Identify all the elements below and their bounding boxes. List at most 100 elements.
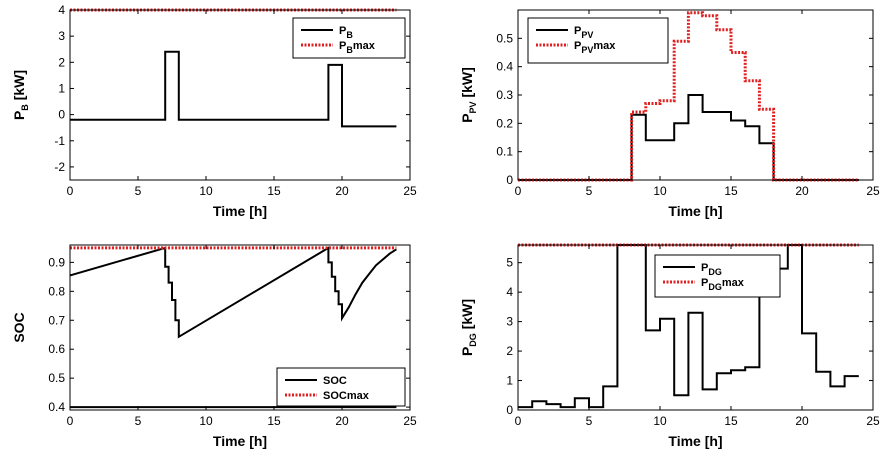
x-axis-label-ppv: Time [h] (668, 203, 722, 219)
y-axis-label-pb-main: P (11, 111, 27, 120)
legend-label-pdg-0: PDG (701, 262, 722, 277)
y-axis-label-soc: SOC (11, 312, 27, 342)
y-axis-label-ppv: PPV [kW] (459, 67, 478, 123)
legend-label-ppv-0-sub: PV (581, 30, 593, 40)
x-tick-label-pdg-4: 20 (795, 414, 809, 428)
legend-label-ppv-1: PPVmax (574, 40, 616, 55)
legend-label-soc-0: SOC (323, 375, 347, 387)
y-tick-label-ppv-4: 0.4 (496, 60, 513, 74)
plot-frame-soc (69, 244, 411, 411)
legend-label-pb-0: PB (339, 25, 353, 40)
legend-box-pdg (654, 254, 781, 298)
legend-label-pdg-1: PDGmax (701, 277, 745, 292)
y-axis-label-pb-sub: B (20, 104, 30, 111)
legend-label-pb-1-suffix: max (353, 40, 376, 52)
y-tick-label-ppv-3: 0.3 (496, 88, 513, 102)
y-tick-label-pb-2: 0 (58, 108, 65, 122)
y-tick-label-pb-5: 3 (58, 29, 65, 43)
legend-label-pb-1: PBmax (339, 40, 376, 55)
series-line-ppv-0 (518, 94, 859, 181)
legend-box-ppv (527, 17, 669, 64)
legend-box-pb (292, 17, 406, 59)
x-tick-label-pb-1: 5 (135, 184, 142, 198)
x-axis-label-pdg: Time [h] (668, 433, 722, 449)
y-tick-label-pdg-5: 5 (506, 256, 513, 270)
legend-label-pdg-0-sub: DG (708, 267, 722, 277)
series-line-pdg-0 (518, 244, 859, 409)
x-axis-label-soc: Time [h] (213, 433, 267, 449)
y-tick-label-ppv-0: 0 (506, 173, 513, 187)
legend-label-pdg-1-main: P (701, 277, 708, 289)
y-tick-label-pb-4: 2 (58, 55, 65, 69)
legend-box-soc (276, 367, 406, 407)
legend-label-ppv-0-main: P (574, 25, 581, 37)
y-tick-label-pdg-2: 2 (506, 344, 513, 358)
x-axis-label-pb: Time [h] (213, 203, 267, 219)
x-tick-label-soc-5: 25 (403, 414, 417, 428)
y-axis-label-soc-main: SOC (11, 312, 27, 342)
legend-label-soc-1-suffix: max (347, 390, 370, 402)
x-tick-label-pb-5: 25 (403, 184, 417, 198)
legend-label-pb-0-main: P (339, 25, 346, 37)
x-tick-label-ppv-4: 20 (795, 184, 809, 198)
legend-label-pb-0-sub: B (346, 30, 353, 40)
legend-label-soc-1-main: SOC (323, 390, 347, 402)
y-tick-label-soc-1: 0.5 (48, 371, 65, 385)
x-tick-label-ppv-0: 0 (515, 184, 522, 198)
legend-label-soc-0-main: SOC (323, 375, 347, 387)
legend-label-soc-1: SOCmax (323, 390, 370, 402)
y-tick-label-pb-1: -1 (54, 134, 65, 148)
x-tick-label-pb-4: 20 (335, 184, 349, 198)
y-axis-label-pdg: PDG [kW] (459, 299, 478, 356)
y-axis-label-pdg-main: P (459, 347, 475, 356)
y-tick-label-soc-4: 0.8 (48, 284, 65, 298)
x-tick-label-pdg-3: 15 (724, 414, 738, 428)
y-axis-label-pdg-sub: DG (468, 333, 478, 347)
y-tick-label-pb-3: 1 (58, 81, 65, 95)
x-tick-label-ppv-1: 5 (586, 184, 593, 198)
y-tick-label-ppv-2: 0.2 (496, 116, 513, 130)
x-tick-label-pdg-5: 25 (866, 414, 880, 428)
x-tick-label-ppv-5: 25 (866, 184, 880, 198)
x-tick-label-pb-2: 10 (199, 184, 213, 198)
plot-frame-pdg (517, 244, 874, 411)
legend-label-ppv-0: PPV (574, 25, 593, 40)
legend-label-pb-1-main: P (339, 40, 346, 52)
plot-frame-pb (69, 9, 411, 181)
y-axis-label-ppv-sub: PV (468, 101, 478, 113)
y-tick-label-soc-5: 0.9 (48, 255, 65, 269)
x-tick-label-soc-0: 0 (67, 414, 74, 428)
legend-label-ppv-1-main: P (574, 40, 581, 52)
y-tick-label-soc-0: 0.4 (48, 400, 65, 414)
y-tick-label-soc-2: 0.6 (48, 342, 65, 356)
y-tick-label-pdg-3: 3 (506, 315, 513, 329)
x-tick-label-soc-1: 5 (135, 414, 142, 428)
legend-label-pb-1-sub: B (346, 45, 353, 55)
x-tick-label-ppv-3: 15 (724, 184, 738, 198)
legend-label-pdg-0-main: P (701, 262, 708, 274)
x-tick-label-soc-3: 15 (267, 414, 281, 428)
series-line-pb-0 (70, 50, 397, 128)
y-tick-label-pdg-0: 0 (506, 403, 513, 417)
x-tick-label-ppv-2: 10 (653, 184, 667, 198)
legend-label-ppv-1-suffix: max (593, 40, 616, 52)
y-tick-label-soc-3: 0.7 (48, 313, 65, 327)
x-tick-label-pdg-1: 5 (586, 414, 593, 428)
x-tick-label-pdg-0: 0 (515, 414, 522, 428)
legend-label-pdg-1-sub: DG (708, 282, 722, 292)
series-line-soc-0 (69, 246, 397, 339)
y-tick-label-pdg-4: 4 (506, 285, 513, 299)
y-axis-label-pdg-suffix: [kW] (459, 299, 475, 333)
x-tick-label-pdg-2: 10 (653, 414, 667, 428)
x-tick-label-soc-2: 10 (199, 414, 213, 428)
x-tick-label-pb-0: 0 (67, 184, 74, 198)
legend-label-pdg-1-suffix: max (722, 277, 745, 289)
